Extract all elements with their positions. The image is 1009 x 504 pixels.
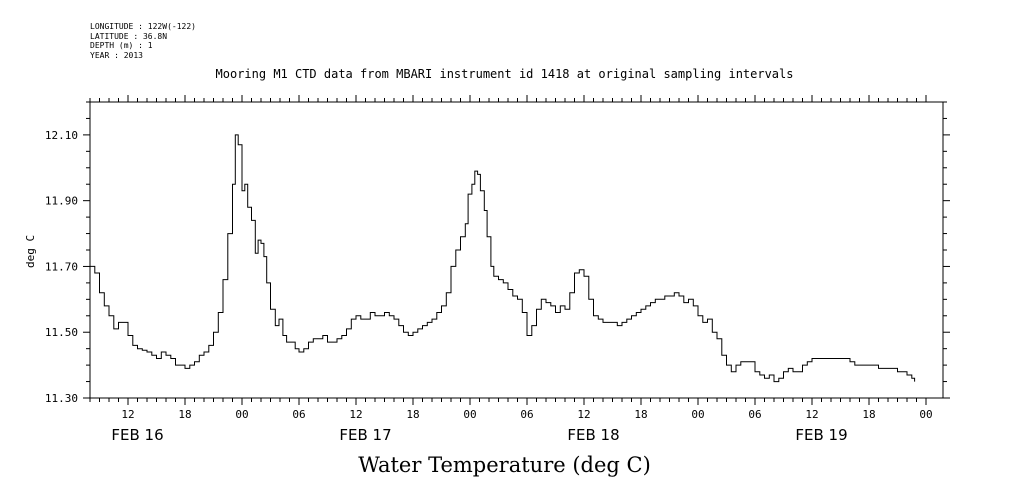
x-tick-label: 00 <box>691 408 704 421</box>
x-tick-label: 00 <box>919 408 932 421</box>
metadata-block: LONGITUDE : 122W(-122) LATITUDE : 36.8N … <box>90 22 196 60</box>
x-tick-label: 06 <box>748 408 761 421</box>
depth-label: DEPTH (m) : 1 <box>90 41 153 50</box>
day-label: FEB 16 <box>111 426 163 444</box>
x-tick-label: 12 <box>121 408 134 421</box>
x-tick-label: 18 <box>862 408 875 421</box>
x-tick-label: 18 <box>178 408 191 421</box>
x-tick-label: 18 <box>634 408 647 421</box>
x-tick-label: 12 <box>805 408 818 421</box>
y-tick-label: 11.70 <box>45 260 78 273</box>
y-tick-label: 11.90 <box>45 195 78 208</box>
y-tick-label: 11.30 <box>45 392 78 405</box>
x-tick-label: 06 <box>292 408 305 421</box>
x-tick-label: 12 <box>349 408 362 421</box>
x-tick-label: 00 <box>235 408 248 421</box>
day-label: FEB 19 <box>795 426 847 444</box>
temperature-series-line <box>90 134 916 383</box>
x-axis-label: Water Temperature (deg C) <box>358 453 651 477</box>
x-tick-label: 06 <box>520 408 533 421</box>
plot-frame <box>89 101 944 399</box>
longitude-label: LONGITUDE : 122W(-122) <box>90 22 196 31</box>
y-tick-label: 12.10 <box>45 129 78 142</box>
x-tick-label: 00 <box>463 408 476 421</box>
chart-title: Mooring M1 CTD data from MBARI instrumen… <box>215 67 794 81</box>
day-label: FEB 18 <box>567 426 619 444</box>
day-label: FEB 17 <box>339 426 391 444</box>
x-tick-label: 12 <box>577 408 590 421</box>
year-label: YEAR : 2013 <box>90 50 143 60</box>
y-tick-label: 11.50 <box>45 326 78 339</box>
x-tick-label: 18 <box>406 408 419 421</box>
latitude-label: LATITUDE : 36.8N <box>90 31 168 41</box>
